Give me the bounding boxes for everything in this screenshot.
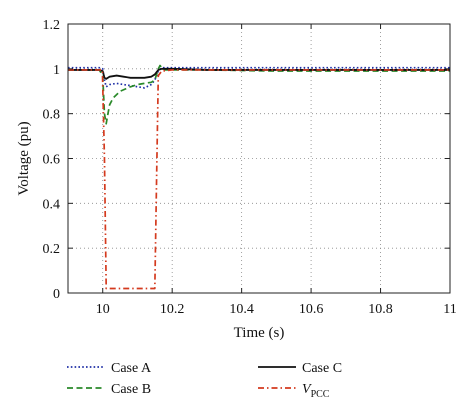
legend-item-case-c: Case C: [258, 361, 342, 376]
series-line-case-a: [68, 66, 450, 89]
y-tick-label: 0.8: [43, 108, 61, 123]
y-tick-label: 0: [53, 287, 60, 302]
legend-label: Case C: [302, 361, 342, 376]
legend-item-vpcc: VPCC: [258, 382, 330, 400]
x-tick-label: 10.8: [368, 302, 393, 317]
x-tick-label: 10.6: [299, 302, 324, 317]
legend-label: Case B: [111, 382, 151, 397]
y-tick-label: 0.4: [43, 197, 61, 212]
y-tick-label: 1: [53, 63, 60, 78]
series-group: [68, 64, 450, 290]
legend-label: Case A: [111, 361, 152, 376]
legend-item-case-b: Case B: [67, 382, 151, 397]
x-tick-label: 10.2: [160, 302, 185, 317]
series-line-vpcc: [68, 69, 450, 290]
y-tick-label: 1.2: [43, 18, 61, 33]
x-axis-title: Time (s): [234, 325, 285, 341]
y-tick-label: 0.6: [43, 153, 61, 168]
legend: Case A Case B Case C VPCC: [67, 361, 342, 400]
x-tick-label: 11: [443, 302, 456, 317]
tick-labels: 10 10.2 10.4 10.6 10.8 11 0 0.2 0.4 0.6 0.8 1 1.2: [43, 18, 457, 317]
y-tick-label: 0.2: [43, 242, 61, 257]
y-axis-title: Voltage (pu): [16, 121, 32, 195]
legend-item-case-a: Case A: [67, 361, 152, 376]
x-tick-label: 10.4: [229, 302, 254, 317]
x-tick-label: 10: [96, 302, 110, 317]
series-line-case-b: [68, 64, 450, 125]
legend-label: VPCC: [302, 382, 330, 400]
tick-marks: [68, 23, 451, 294]
